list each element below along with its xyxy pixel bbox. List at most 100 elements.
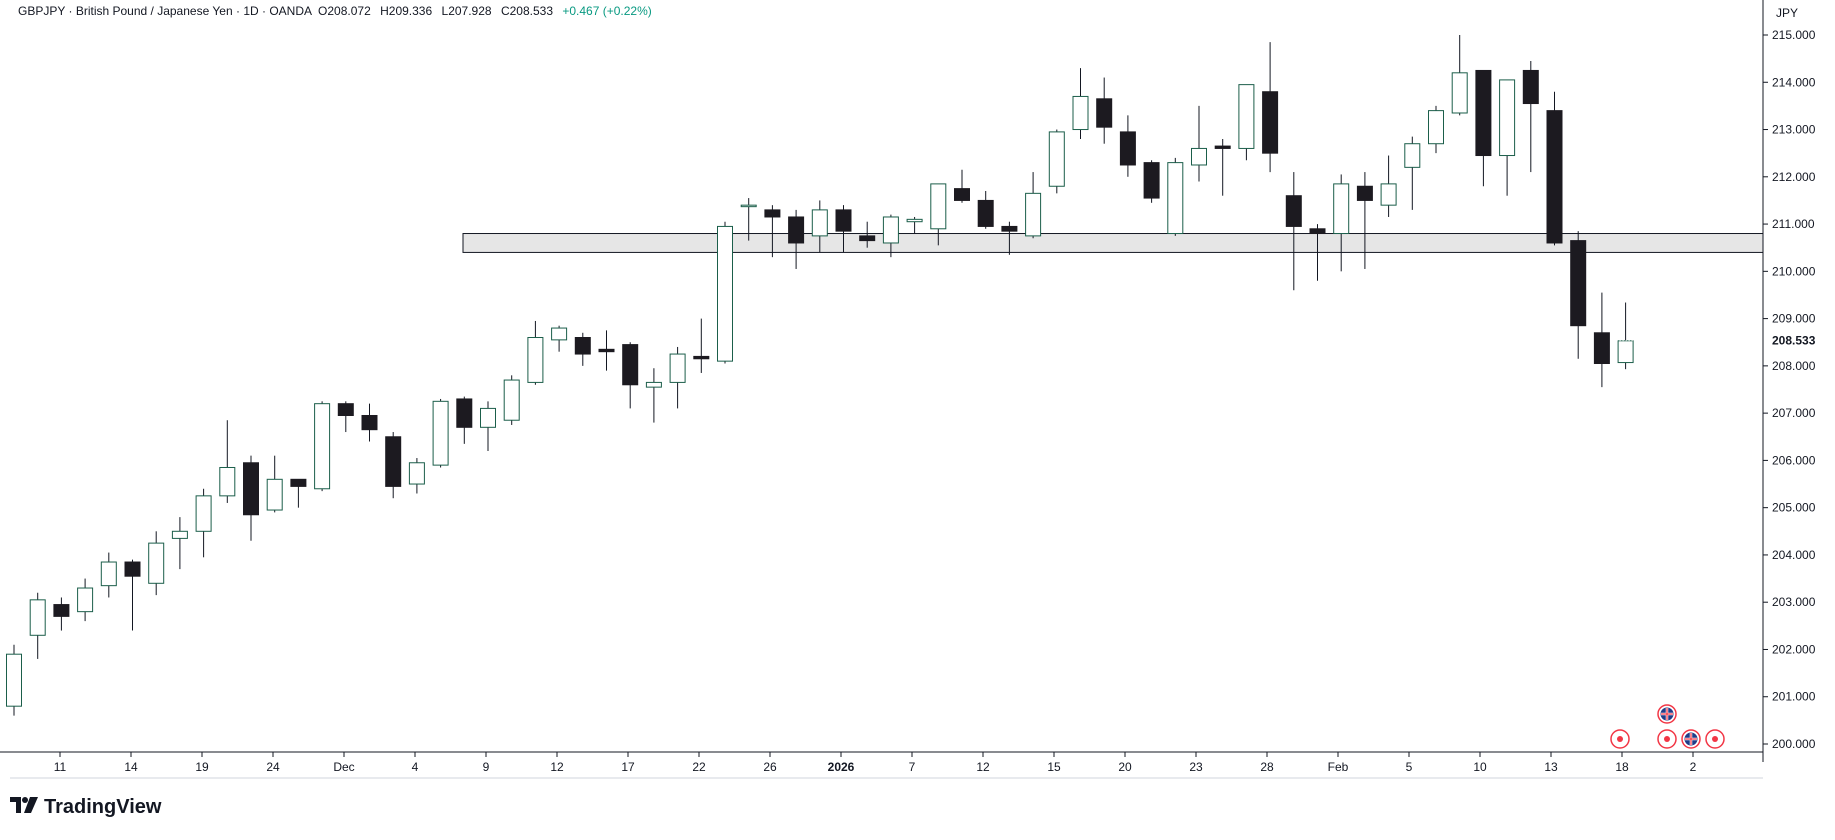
symbol-ticker[interactable]: GBPJPY [18,4,66,18]
uk-flag-event-icon[interactable] [1681,729,1701,749]
time-tick-label: 5 [1406,760,1413,774]
candle [408,458,425,494]
candle [811,200,828,253]
candle [1096,77,1113,144]
candle-body [1475,69,1492,157]
candle [906,216,923,234]
event-marker[interactable] [1657,729,1677,749]
candle-body [1617,340,1634,364]
high-label: H [380,4,389,18]
time-tick-label: 15 [1047,760,1061,774]
candle-body [527,337,544,383]
symbol-legend[interactable]: GBPJPY · British Pound / Japanese Yen · … [18,4,652,18]
last-price-value: 208.533 [1772,334,1816,348]
candle-body [764,209,781,218]
candle [645,368,662,423]
time-tick-label: 20 [1118,760,1132,774]
candle [693,318,710,373]
candle-body [1262,91,1279,154]
high-value: 209.336 [388,4,433,18]
candle-body [314,403,331,490]
candle [1499,79,1516,196]
candle-body [954,188,970,201]
candle-body [1143,162,1160,199]
candle-body [337,403,354,416]
brand-logo[interactable]: TradingView [10,796,161,819]
candle [290,478,307,508]
legend-separator: · [262,4,266,18]
economic-events[interactable] [1610,704,1725,749]
candle-body [266,478,283,511]
tradingview-logo-icon [10,796,38,819]
candle [740,198,757,241]
zone-rect[interactable] [462,233,1764,253]
candle-body [740,204,757,208]
candle-body [1238,84,1255,149]
candle-body [1285,195,1302,227]
candle [480,401,496,451]
candle-body [243,462,259,516]
candle [1143,160,1160,203]
candle-body [361,414,378,431]
candle [1238,84,1255,161]
candle [527,320,544,385]
candle-body [1499,79,1516,157]
candle-body [1309,228,1326,235]
candle [930,183,947,246]
candle-body [693,355,710,360]
event-marker[interactable] [1610,729,1630,749]
candle [1072,68,1089,139]
candle [1001,221,1018,255]
candle [1262,42,1279,173]
candle-body [1214,145,1231,149]
candle-body [148,542,165,584]
price-tick-label: 207.000 [1772,406,1816,420]
price-axis[interactable]: 215.000 214.000 213.000 212.000 211.000 210.0… [1763,28,1816,751]
support-resistance-zone[interactable] [462,233,1764,253]
candle-body [53,604,70,617]
candle-body [480,407,496,428]
time-tick-label: 10 [1473,760,1487,774]
candle [124,559,141,631]
candle [1475,69,1492,187]
currency-label[interactable]: JPY [1776,6,1799,20]
time-tick-label: 23 [1189,760,1203,774]
time-tick-label: 18 [1615,760,1629,774]
candle [314,401,331,492]
candle-body [1025,192,1042,237]
time-tick-label: 2026 [828,760,855,774]
candle [1380,155,1397,217]
candle [100,552,117,598]
candle [574,332,591,366]
price-tick-label: 200.000 [1772,737,1816,751]
candle-body [598,348,615,353]
price-tick-label: 211.000 [1772,217,1815,231]
candle [1048,129,1065,194]
candle-body [906,218,923,223]
candle-body [503,379,520,421]
candle [432,398,449,468]
candle [1522,60,1539,173]
low-label: L [441,4,449,18]
time-axis[interactable]: 11 14 19 24 Dec 4 9 12 17 22 26 2026 7 12 15 20 23 28 Feb 5… [54,752,1697,774]
candle [1119,115,1136,177]
candle-body [551,327,568,341]
price-tick-label: 213.000 [1772,123,1816,137]
interval-label[interactable]: 1D [243,4,259,18]
candle [171,517,188,570]
event-marker[interactable] [1705,729,1725,749]
time-tick-label: 2 [1690,760,1697,774]
candle-body [100,561,117,587]
candle [1285,172,1302,291]
candle [361,403,378,442]
candle-body [1428,110,1444,145]
candle-body [669,353,686,383]
uk-flag-event-icon[interactable] [1657,704,1677,724]
candle-body [1570,240,1587,327]
candle [29,592,46,659]
candle-body [29,599,46,636]
candle-body [835,209,852,232]
candle-body [859,235,876,242]
candle [219,420,236,503]
